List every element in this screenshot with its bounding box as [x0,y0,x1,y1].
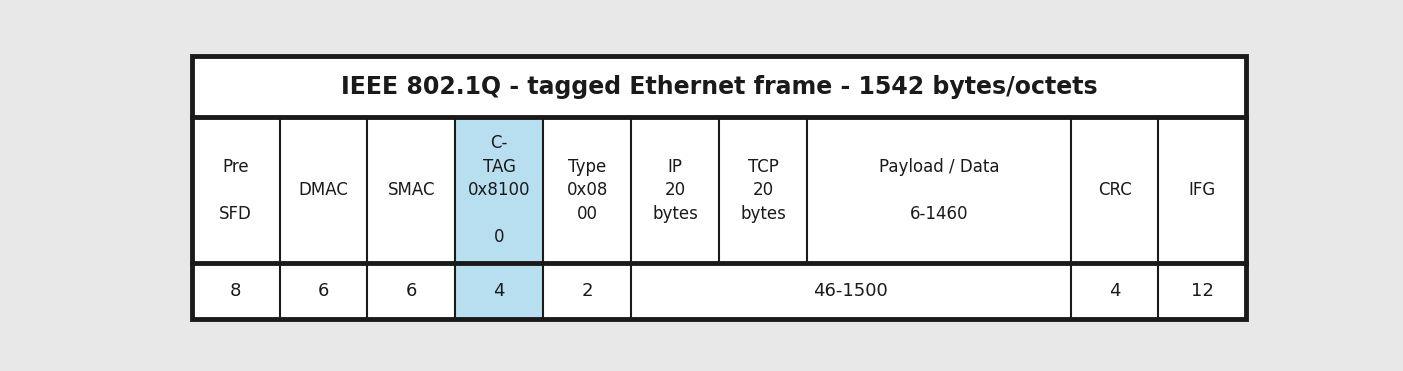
Text: 8: 8 [230,282,241,300]
Text: 2: 2 [581,282,593,300]
Text: Type
0x08
00: Type 0x08 00 [567,158,607,223]
Bar [718,117,807,263]
Bar [543,117,631,263]
Text: IP
20
bytes: IP 20 bytes [652,158,699,223]
Bar [543,263,631,319]
Text: CRC: CRC [1097,181,1131,199]
Bar [279,117,368,263]
Text: SMAC: SMAC [387,181,435,199]
Text: 4: 4 [1108,282,1121,300]
Bar [192,56,1246,117]
Bar [807,117,1070,263]
Text: 46-1500: 46-1500 [814,282,888,300]
Bar [631,263,1070,319]
Bar [279,263,368,319]
Bar [368,263,456,319]
Text: 4: 4 [494,282,505,300]
Bar [368,117,456,263]
Text: C-
TAG
0x8100

0: C- TAG 0x8100 0 [469,134,530,246]
Bar [192,117,279,263]
Bar [1070,263,1159,319]
Bar [456,263,543,319]
Bar [631,117,718,263]
Text: Payload / Data

6-1460: Payload / Data 6-1460 [878,158,999,223]
Text: DMAC: DMAC [299,181,348,199]
Text: IEEE 802.1Q - tagged Ethernet frame - 1542 bytes/octets: IEEE 802.1Q - tagged Ethernet frame - 15… [341,75,1097,99]
Text: 6: 6 [318,282,330,300]
Text: 6: 6 [405,282,417,300]
Text: IFG: IFG [1188,181,1216,199]
Text: Pre

SFD: Pre SFD [219,158,253,223]
Bar [1159,263,1246,319]
Bar [456,117,543,263]
Bar [1070,117,1159,263]
Bar [192,263,279,319]
Bar [1159,117,1246,263]
Text: 12: 12 [1191,282,1214,300]
Text: TCP
20
bytes: TCP 20 bytes [739,158,786,223]
